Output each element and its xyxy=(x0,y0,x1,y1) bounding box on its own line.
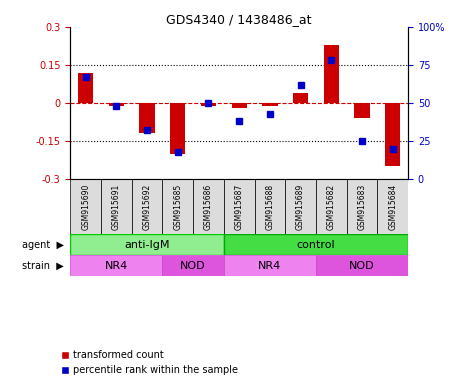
Text: GSM915684: GSM915684 xyxy=(388,183,397,230)
Bar xyxy=(324,45,339,103)
Bar xyxy=(170,103,185,154)
Text: GSM915688: GSM915688 xyxy=(265,184,274,230)
Bar xyxy=(109,103,124,106)
Bar xyxy=(316,179,347,234)
Text: control: control xyxy=(296,240,335,250)
Text: agent  ▶: agent ▶ xyxy=(22,240,64,250)
Text: GSM915692: GSM915692 xyxy=(143,183,151,230)
Bar xyxy=(378,179,408,234)
Bar xyxy=(162,255,224,276)
Text: GSM915683: GSM915683 xyxy=(357,183,366,230)
Bar xyxy=(255,179,285,234)
Bar xyxy=(162,179,193,234)
Text: NOD: NOD xyxy=(180,261,206,271)
Text: GSM915686: GSM915686 xyxy=(204,183,213,230)
Bar xyxy=(293,93,308,103)
Bar xyxy=(193,179,224,234)
Bar xyxy=(201,103,216,106)
Bar xyxy=(78,73,93,103)
Text: NOD: NOD xyxy=(349,261,375,271)
Bar xyxy=(224,179,255,234)
Bar xyxy=(70,255,162,276)
Bar xyxy=(70,234,224,255)
Bar xyxy=(385,103,401,166)
Text: anti-IgM: anti-IgM xyxy=(124,240,170,250)
Text: GSM915689: GSM915689 xyxy=(296,183,305,230)
Bar xyxy=(139,103,155,133)
Bar xyxy=(316,255,408,276)
Bar xyxy=(354,103,370,118)
Legend: transformed count, percentile rank within the sample: transformed count, percentile rank withi… xyxy=(61,351,238,375)
Title: GDS4340 / 1438486_at: GDS4340 / 1438486_at xyxy=(166,13,312,26)
Text: GSM915685: GSM915685 xyxy=(173,183,182,230)
Bar xyxy=(132,179,162,234)
Text: GSM915682: GSM915682 xyxy=(327,184,336,230)
Bar xyxy=(224,255,316,276)
Bar xyxy=(262,103,278,106)
Text: NR4: NR4 xyxy=(258,261,281,271)
Bar xyxy=(347,179,378,234)
Text: strain  ▶: strain ▶ xyxy=(22,261,64,271)
Bar xyxy=(232,103,247,108)
Bar xyxy=(224,234,408,255)
Bar xyxy=(285,179,316,234)
Text: GSM915690: GSM915690 xyxy=(81,183,90,230)
Bar xyxy=(70,179,101,234)
Text: GSM915691: GSM915691 xyxy=(112,183,121,230)
Bar xyxy=(101,179,132,234)
Text: NR4: NR4 xyxy=(105,261,128,271)
Text: GSM915687: GSM915687 xyxy=(234,183,244,230)
